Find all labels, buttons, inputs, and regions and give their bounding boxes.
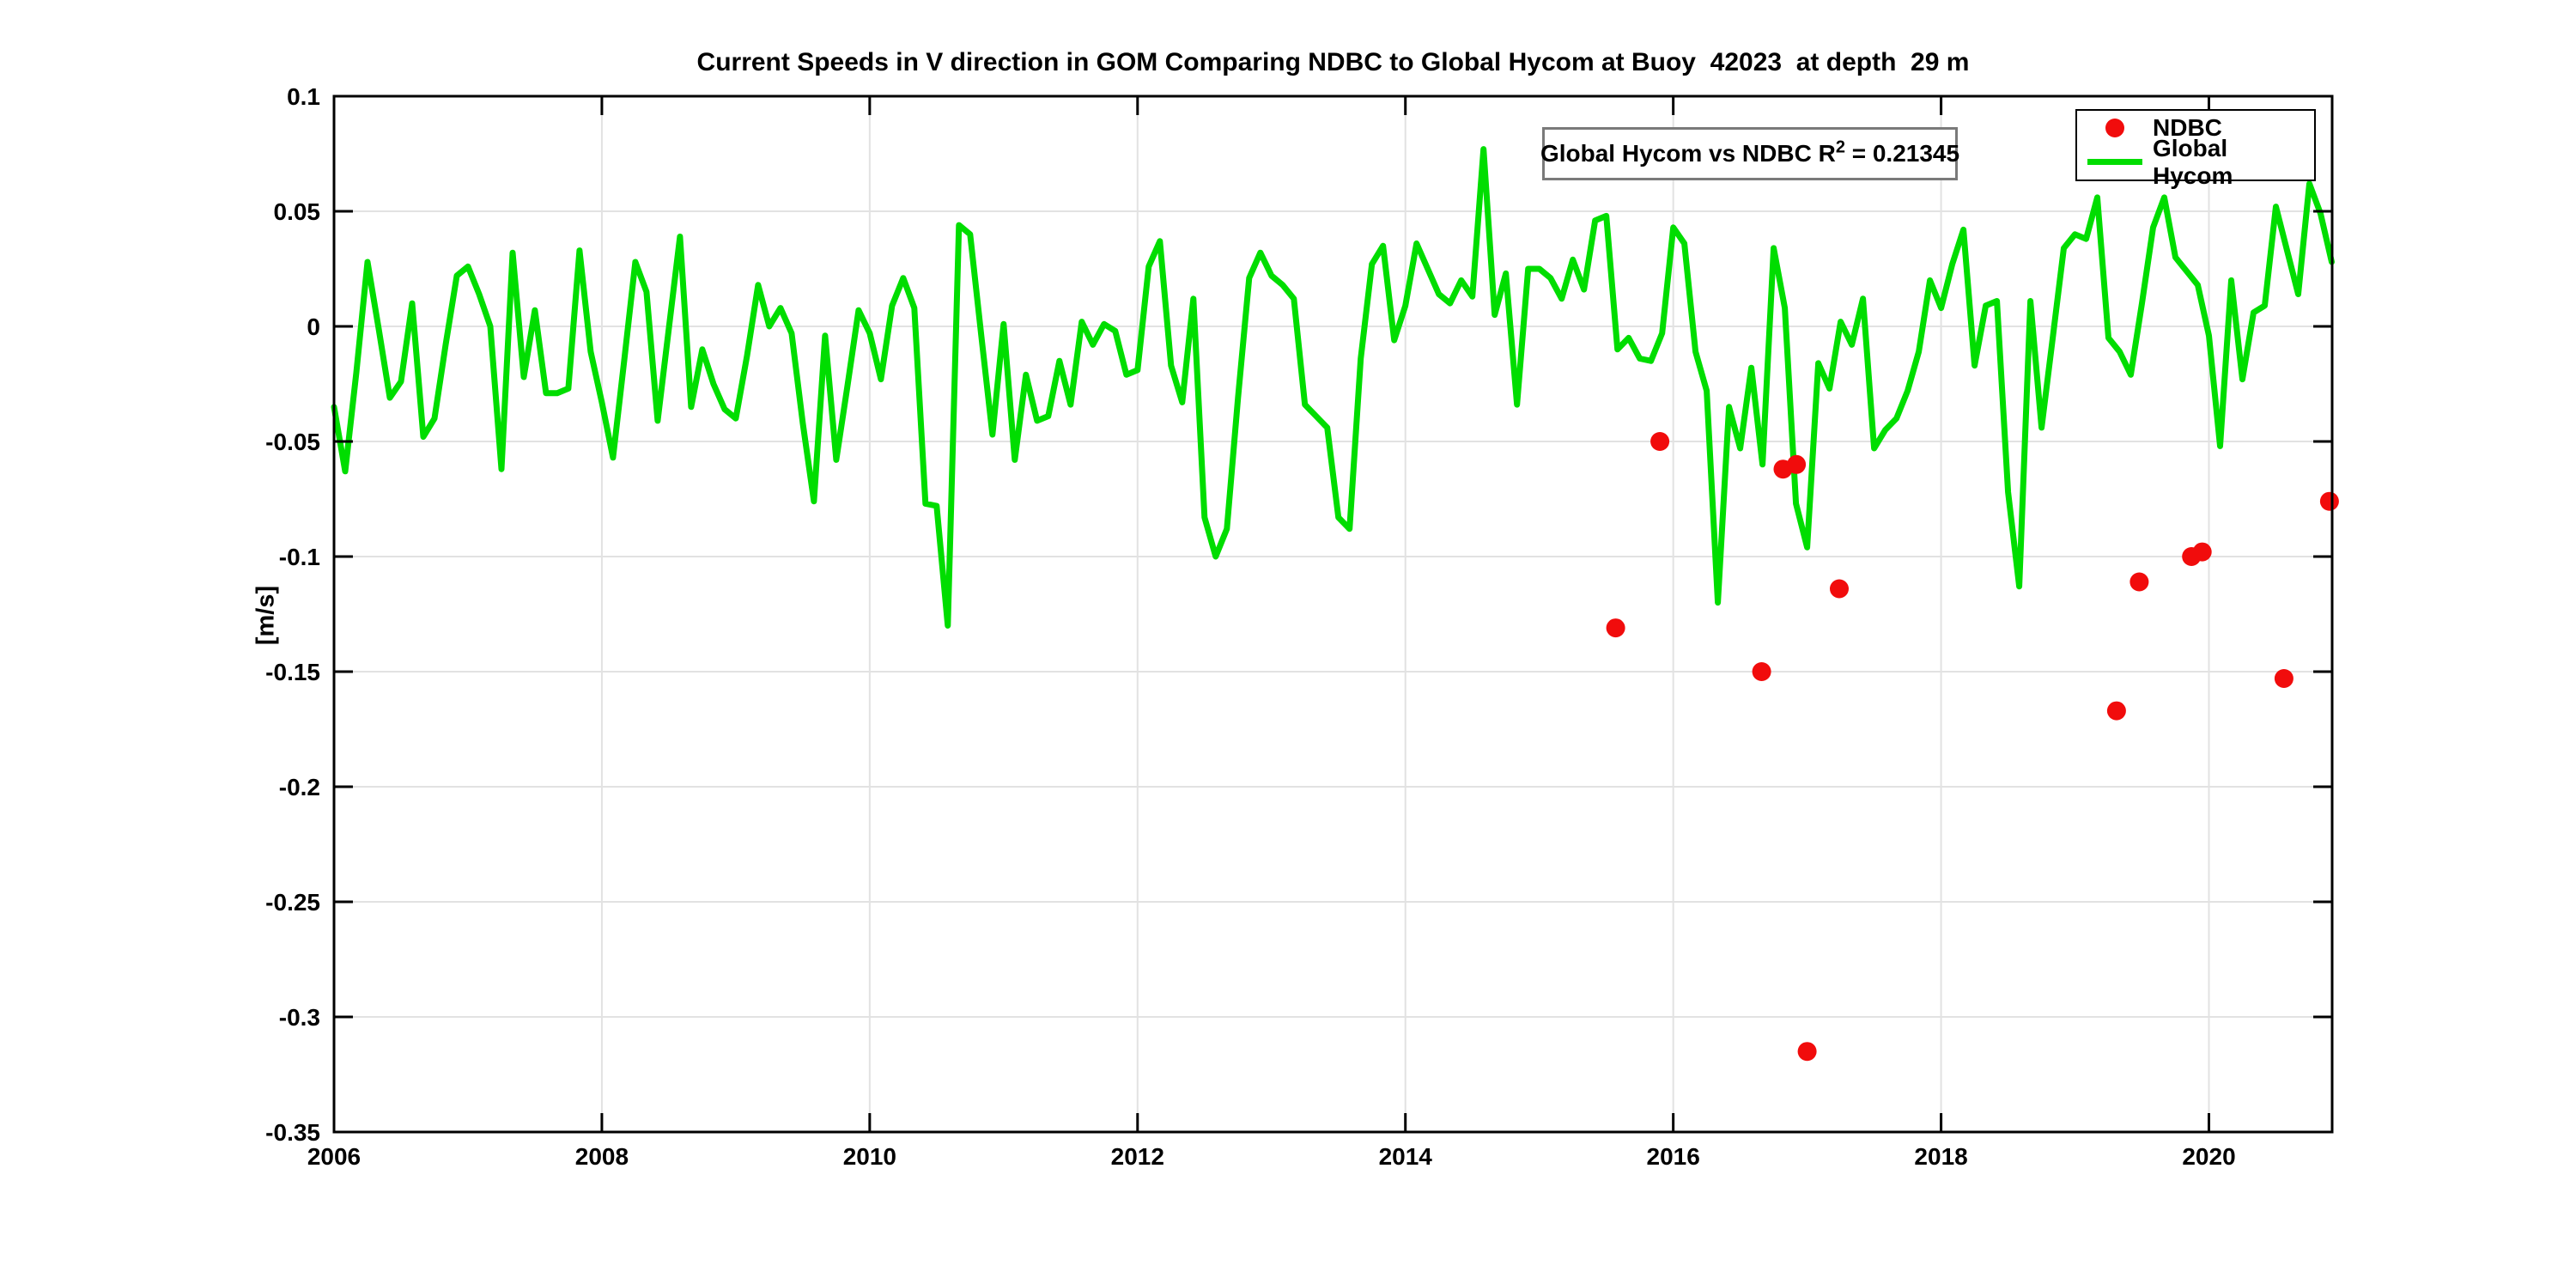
x-tick-label: 2012 — [1111, 1143, 1164, 1170]
ndbc-marker-icon — [2077, 119, 2153, 138]
axis-ticks — [332, 94, 2332, 1134]
ndbc-point — [1752, 662, 1771, 681]
global-hycom-line — [331, 146, 2335, 629]
ndbc-point — [2129, 572, 2149, 592]
ndbc-point — [1797, 1042, 1817, 1062]
ndbc-point — [1650, 432, 1670, 451]
ndbc-point — [2274, 669, 2293, 688]
data-series — [331, 146, 2339, 1062]
x-tick-label: 2014 — [1379, 1143, 1433, 1170]
r-squared-annotation: Global Hycom vs NDBC R2 = 0.21345 — [1540, 127, 1960, 180]
y-axis-label: [m/s] — [252, 585, 280, 646]
legend-label-ndbc: NDBC — [2153, 114, 2222, 142]
ndbc-point — [1787, 454, 1807, 474]
legend-item-ndbc: NDBC — [2077, 112, 2314, 144]
x-tick-label: 2020 — [2182, 1143, 2235, 1170]
x-tick-label: 2008 — [575, 1143, 629, 1170]
y-tick-label: 0 — [307, 313, 320, 340]
x-tick-label: 2006 — [307, 1143, 361, 1170]
ndbc-point — [1830, 579, 1849, 599]
legend: NDBC Global Hycom — [2075, 109, 2316, 189]
ndbc-point — [1606, 618, 1625, 638]
chart-title: Current Speeds in V direction in GOM Com… — [696, 48, 1970, 76]
ndbc-point — [2106, 701, 2126, 721]
legend-item-global-hycom: Global Hycom — [2077, 135, 2314, 189]
y-tick-label: 0.1 — [287, 83, 320, 110]
annotation-text: Global Hycom vs NDBC R2 = 0.21345 — [1540, 137, 1960, 167]
y-tick-label: 0.05 — [274, 198, 321, 225]
gridlines — [334, 96, 2332, 1132]
legend-label-global-hycom: Global Hycom — [2153, 134, 2233, 189]
plot-area-border — [332, 94, 2334, 1134]
y-tick-label: -0.3 — [279, 1004, 320, 1031]
ndbc-point — [2319, 491, 2339, 511]
y-tick-label: -0.1 — [279, 544, 320, 570]
x-tick-label: 2018 — [1914, 1143, 1967, 1170]
y-tick-label: -0.2 — [279, 774, 320, 800]
axis-tick-labels: 2006 2008 2010 2012 2014 2016 2018 2020 0.1 0.05 0… — [265, 83, 2235, 1170]
y-tick-label: -0.25 — [265, 889, 320, 916]
y-tick-label: -0.05 — [265, 429, 320, 455]
ndbc-point — [2192, 542, 2212, 562]
x-tick-label: 2016 — [1647, 1143, 1700, 1170]
y-tick-label: -0.35 — [265, 1119, 320, 1146]
hycom-line-icon — [2077, 159, 2153, 166]
y-tick-label: -0.15 — [265, 659, 320, 685]
x-tick-label: 2010 — [843, 1143, 896, 1170]
